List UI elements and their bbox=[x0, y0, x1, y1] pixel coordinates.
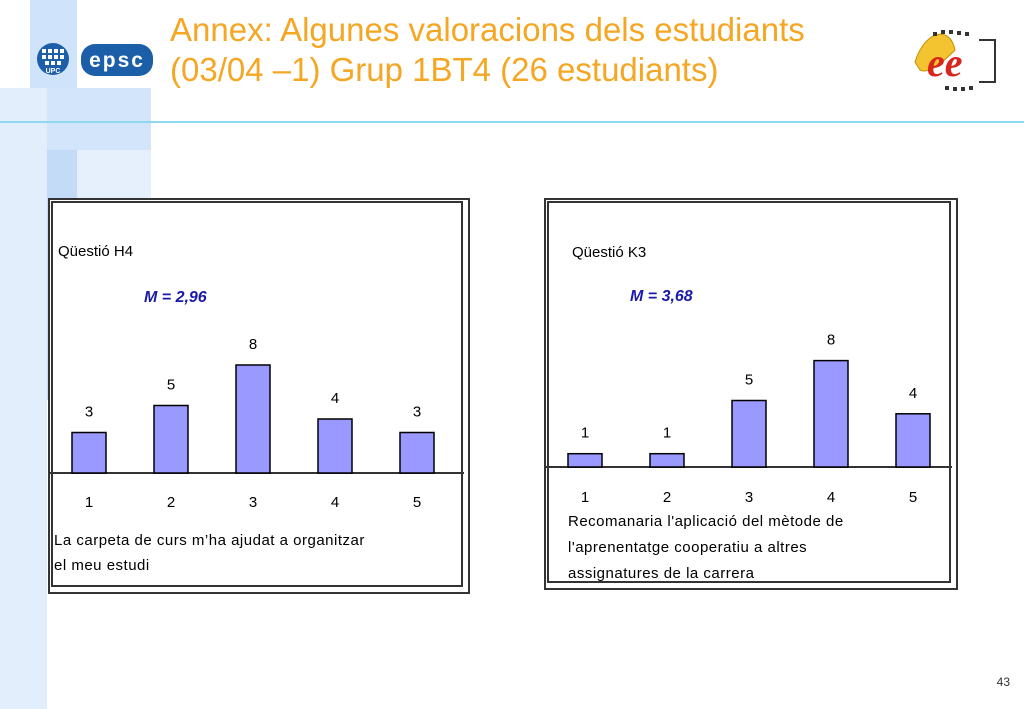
x-axis-label-line: l'aprenentatge cooperatiu a altres bbox=[568, 539, 807, 556]
bar-5 bbox=[399, 431, 435, 474]
x-tick-label-2: 2 bbox=[663, 489, 671, 506]
chart-inner-frame bbox=[547, 201, 951, 583]
x-tick-label-5: 5 bbox=[909, 489, 917, 506]
bar-3 bbox=[731, 399, 767, 468]
bar-4 bbox=[813, 359, 849, 468]
bar-3 bbox=[235, 364, 271, 474]
data-label-1: 3 bbox=[85, 404, 93, 421]
x-tick-label-3: 3 bbox=[745, 489, 753, 506]
epsc-logo: epsc bbox=[81, 44, 153, 76]
x-tick-label-4: 4 bbox=[827, 489, 835, 506]
background-square bbox=[77, 150, 151, 200]
chart-h4-svg: Qüestió H4 M = 2,96 3 1 5 2 8 3 4 4 3 5 La carpeta d… bbox=[50, 201, 464, 587]
x-tick-label-5: 5 bbox=[413, 494, 421, 511]
data-label-2: 5 bbox=[167, 377, 175, 394]
x-axis-label-line: Recomanaria l'aplicació del mètode de bbox=[568, 513, 844, 530]
data-label-5: 4 bbox=[909, 385, 917, 402]
x-axis-label-line: assignatures de la carrera bbox=[568, 565, 755, 582]
upc-logo: UPC bbox=[37, 43, 69, 75]
data-label-4: 8 bbox=[827, 332, 835, 349]
chart-title: Qüestió K3 bbox=[572, 244, 646, 261]
page-number: 43 bbox=[996, 675, 1010, 689]
data-label-3: 5 bbox=[745, 372, 753, 389]
data-label-2: 1 bbox=[663, 425, 671, 442]
bar-1 bbox=[71, 431, 107, 474]
background-square bbox=[0, 88, 47, 709]
svg-text:ee: ee bbox=[927, 40, 963, 85]
bar-5 bbox=[895, 413, 931, 468]
chart-title: Qüestió H4 bbox=[58, 243, 133, 260]
bar-2 bbox=[153, 404, 189, 474]
background-square bbox=[47, 88, 151, 150]
chart-k3: Qüestió K3 M = 3,68 1 1 1 2 5 3 8 4 4 5 Recomanaria … bbox=[544, 198, 958, 590]
bar-2 bbox=[649, 452, 685, 468]
ee-logo: ee bbox=[914, 30, 996, 91]
x-tick-label-1: 1 bbox=[85, 494, 93, 511]
x-tick-label-4: 4 bbox=[331, 494, 339, 511]
chart-inner-frame bbox=[51, 201, 463, 587]
data-label-1: 1 bbox=[581, 425, 589, 442]
slide-title: Annex: Algunes valoracions dels estudian… bbox=[170, 10, 890, 90]
bar-4 bbox=[317, 418, 353, 474]
svg-text:UPC: UPC bbox=[46, 68, 61, 75]
title-line-2: (03/04 –1) Grup 1BT4 (26 estudiants) bbox=[170, 51, 719, 88]
chart-mean-label: M = 2,96 bbox=[144, 289, 207, 306]
x-tick-label-3: 3 bbox=[249, 494, 257, 511]
chart-mean-label: M = 3,68 bbox=[630, 288, 693, 305]
svg-text:epsc: epsc bbox=[89, 49, 145, 72]
data-label-3: 8 bbox=[249, 336, 257, 353]
x-tick-label-2: 2 bbox=[167, 494, 175, 511]
title-line-1: Annex: Algunes valoracions dels estudian… bbox=[170, 11, 805, 48]
data-label-5: 3 bbox=[413, 404, 421, 421]
chart-k3-svg: Qüestió K3 M = 3,68 1 1 1 2 5 3 8 4 4 5 Recomanaria … bbox=[546, 201, 952, 583]
x-axis-label-line: el meu estudi bbox=[54, 557, 150, 574]
x-axis-label-line: La carpeta de curs m’ha ajudat a organit… bbox=[54, 532, 365, 549]
data-label-4: 4 bbox=[331, 390, 339, 407]
x-tick-label-1: 1 bbox=[581, 489, 589, 506]
bar-1 bbox=[567, 452, 603, 468]
chart-h4: Qüestió H4 M = 2,96 3 1 5 2 8 3 4 4 3 5 La carpeta d… bbox=[48, 198, 470, 594]
header-divider bbox=[0, 121, 1024, 123]
